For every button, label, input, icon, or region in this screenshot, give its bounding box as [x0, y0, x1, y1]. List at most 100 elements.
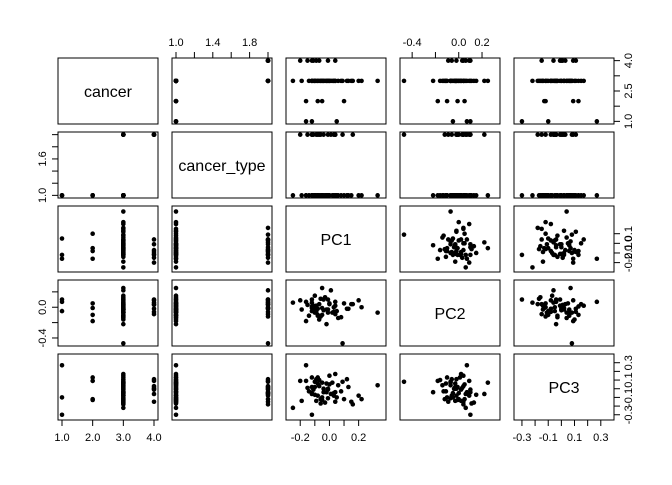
tick-label: 1.6 [37, 151, 49, 166]
data-point [568, 193, 573, 198]
data-point [519, 297, 525, 302]
data-point [121, 132, 126, 137]
data-point [309, 300, 315, 305]
data-point [265, 288, 271, 293]
panel-frame-pc3-cancer [57, 353, 159, 421]
data-point [375, 382, 380, 388]
data-point [331, 304, 337, 310]
data-point [570, 58, 576, 63]
data-point [151, 252, 157, 258]
data-point [335, 382, 341, 388]
data-point [90, 318, 95, 324]
data-point [448, 78, 453, 84]
data-point [578, 241, 584, 246]
data-point [539, 237, 544, 242]
data-point [90, 248, 95, 254]
data-point [90, 378, 95, 384]
data-point [316, 383, 322, 389]
panel-frame-cancer-cancer-type [171, 57, 273, 125]
data-point [151, 298, 157, 303]
data-point [576, 304, 581, 309]
data-point [572, 193, 577, 198]
data-point [462, 241, 467, 246]
data-point [573, 249, 579, 255]
data-point [540, 193, 546, 198]
data-point [568, 285, 573, 291]
data-point [548, 221, 554, 227]
data-point [471, 78, 477, 84]
tick-label: 0.1 [623, 226, 635, 241]
data-point [564, 235, 569, 240]
panel-frame-cancer-type-cancer [57, 131, 159, 199]
data-point [341, 98, 347, 104]
data-point [121, 246, 126, 252]
data-point [461, 78, 466, 84]
data-point [303, 119, 309, 124]
data-point [290, 193, 296, 198]
data-point [309, 78, 315, 84]
data-point [563, 301, 568, 307]
data-point [482, 391, 487, 397]
data-point [461, 402, 466, 407]
data-point [519, 193, 525, 198]
data-point [442, 246, 448, 252]
data-point [331, 390, 337, 396]
data-point [303, 98, 309, 104]
data-point [538, 243, 543, 249]
data-point [375, 78, 380, 84]
variable-label-pc2: PC2 [434, 306, 465, 323]
panel-frame-pc1-pc2 [399, 205, 501, 273]
data-point [569, 78, 575, 84]
data-point [452, 381, 458, 386]
data-point [540, 307, 546, 312]
data-point [437, 377, 443, 383]
data-point [297, 378, 303, 384]
data-point [121, 225, 126, 231]
data-point [485, 193, 491, 198]
data-point [173, 249, 179, 255]
data-point [543, 78, 548, 84]
data-point [311, 306, 316, 312]
data-point [456, 390, 462, 396]
data-point [543, 219, 548, 225]
data-point [303, 378, 309, 384]
data-point [265, 311, 271, 317]
data-point [449, 132, 455, 137]
data-point [564, 209, 569, 214]
data-point [563, 247, 568, 253]
data-point [451, 193, 457, 198]
data-point [570, 298, 576, 303]
data-point [173, 119, 179, 124]
data-point [297, 58, 303, 63]
data-point [462, 98, 467, 104]
data-point [319, 380, 325, 385]
data-point [332, 299, 338, 305]
data-point [448, 193, 453, 198]
data-point [461, 373, 466, 379]
data-point [375, 193, 380, 198]
data-point [535, 132, 541, 137]
data-point [543, 132, 548, 137]
data-point [452, 259, 458, 264]
data-point [341, 301, 347, 306]
data-point [334, 119, 340, 124]
tick-label: 0.0 [37, 300, 49, 315]
data-point [561, 228, 567, 234]
data-point [548, 193, 554, 198]
data-point [551, 300, 556, 305]
data-point [559, 251, 564, 257]
data-point [576, 312, 581, 318]
data-point [543, 98, 548, 104]
data-point [316, 58, 322, 63]
data-point [346, 78, 351, 84]
panel-frame-cancer-cancer [57, 57, 159, 125]
data-point [568, 245, 573, 251]
data-point [297, 132, 303, 137]
data-point [151, 237, 157, 242]
data-point [299, 398, 304, 404]
data-point [350, 402, 356, 407]
data-point [458, 398, 464, 404]
data-point [173, 285, 179, 291]
data-point [594, 299, 600, 305]
